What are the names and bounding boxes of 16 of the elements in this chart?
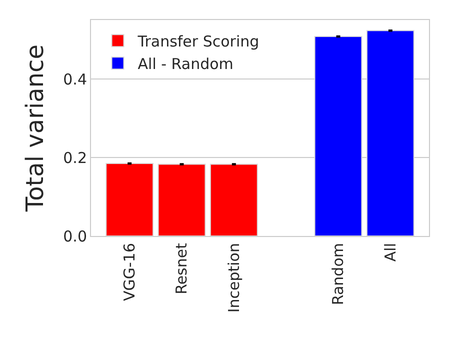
x-tick-label: Random: [329, 243, 348, 306]
bar: [106, 162, 154, 236]
bar: [366, 30, 414, 236]
y-axis-title: Total variance: [21, 44, 50, 213]
legend-label: All - Random: [138, 54, 234, 73]
y-tick-label: 0.2: [63, 148, 87, 167]
x-tick-label: Inception: [224, 243, 243, 313]
legend-label: Transfer Scoring: [136, 32, 260, 50]
y-tick-label: 0.4: [63, 70, 87, 88]
x-tick-label: Resnet: [172, 242, 191, 294]
x-tick-label: All: [381, 243, 400, 262]
bar: [314, 36, 362, 236]
bar: [210, 164, 258, 236]
x-tick-label: VGG-16: [120, 243, 138, 302]
bar: [158, 164, 206, 236]
y-tick-label: 0.0: [63, 227, 87, 246]
